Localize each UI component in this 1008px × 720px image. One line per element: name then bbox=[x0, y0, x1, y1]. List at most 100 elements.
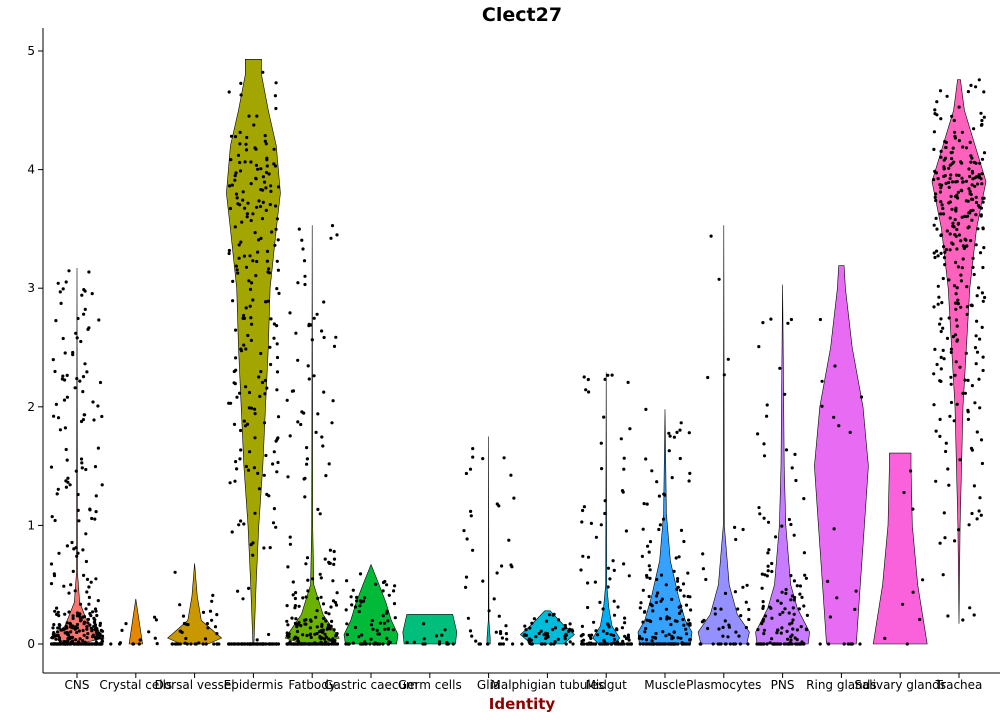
data-point bbox=[236, 589, 240, 593]
data-point bbox=[247, 390, 252, 395]
data-point bbox=[213, 625, 218, 629]
data-point bbox=[974, 362, 978, 366]
data-point bbox=[682, 539, 686, 544]
data-point bbox=[58, 290, 62, 294]
data-point bbox=[324, 619, 328, 623]
data-point bbox=[74, 546, 78, 550]
data-point bbox=[360, 633, 364, 637]
data-point bbox=[596, 633, 600, 637]
data-point bbox=[776, 599, 780, 603]
data-point bbox=[91, 400, 95, 404]
data-point bbox=[832, 527, 836, 531]
data-point bbox=[955, 301, 959, 305]
data-point bbox=[273, 94, 277, 98]
data-point bbox=[766, 520, 771, 524]
data-point bbox=[96, 404, 100, 408]
data-point bbox=[942, 256, 947, 260]
data-point bbox=[245, 212, 249, 216]
data-point bbox=[965, 312, 969, 316]
data-point bbox=[61, 374, 65, 378]
data-point bbox=[958, 458, 962, 462]
data-point bbox=[275, 470, 279, 474]
data-point bbox=[92, 418, 96, 422]
data-point bbox=[741, 585, 745, 589]
data-point bbox=[308, 633, 312, 637]
data-point bbox=[230, 183, 234, 187]
data-point bbox=[244, 306, 248, 310]
data-point bbox=[412, 640, 416, 644]
data-point bbox=[155, 642, 159, 646]
data-point bbox=[733, 525, 737, 530]
data-point bbox=[971, 197, 975, 201]
data-point bbox=[709, 234, 713, 238]
data-point bbox=[668, 642, 672, 646]
violin-cns bbox=[49, 267, 105, 645]
data-point bbox=[327, 612, 331, 616]
data-point bbox=[645, 642, 650, 646]
data-point bbox=[941, 573, 945, 577]
data-point bbox=[833, 364, 837, 368]
data-point bbox=[487, 609, 491, 613]
data-point bbox=[587, 633, 591, 638]
data-point bbox=[369, 637, 373, 641]
data-point bbox=[245, 135, 249, 140]
data-point bbox=[765, 414, 769, 418]
data-point bbox=[241, 316, 245, 320]
x-tick-label: Plasmocytes bbox=[686, 678, 761, 692]
data-point bbox=[349, 595, 353, 599]
data-point bbox=[256, 471, 260, 475]
data-point bbox=[507, 538, 511, 542]
data-point bbox=[257, 238, 261, 242]
data-point bbox=[247, 586, 251, 591]
data-point bbox=[790, 621, 794, 625]
data-point bbox=[621, 490, 625, 494]
data-point bbox=[939, 117, 943, 121]
data-point bbox=[957, 528, 961, 532]
data-point bbox=[959, 239, 963, 243]
data-point bbox=[314, 615, 318, 619]
data-point bbox=[253, 511, 257, 515]
data-point bbox=[932, 147, 936, 151]
data-point bbox=[374, 582, 378, 586]
data-point bbox=[952, 160, 956, 164]
data-point bbox=[939, 155, 943, 159]
data-point bbox=[96, 599, 100, 603]
data-point bbox=[422, 637, 426, 641]
data-point bbox=[664, 583, 668, 587]
data-point bbox=[539, 629, 543, 633]
data-point bbox=[651, 635, 655, 639]
data-point bbox=[345, 579, 349, 583]
data-point bbox=[727, 625, 732, 629]
data-point bbox=[293, 596, 297, 601]
data-point bbox=[316, 596, 320, 601]
data-point bbox=[244, 148, 249, 152]
data-point bbox=[89, 626, 93, 630]
data-point bbox=[238, 160, 242, 165]
data-point bbox=[293, 621, 297, 625]
data-point bbox=[911, 590, 915, 594]
data-point bbox=[981, 355, 985, 359]
data-point bbox=[233, 642, 237, 646]
data-point bbox=[75, 630, 79, 635]
data-point bbox=[93, 465, 98, 469]
data-point bbox=[802, 604, 806, 608]
data-point bbox=[955, 247, 959, 251]
data-point bbox=[682, 594, 686, 598]
data-point bbox=[641, 620, 645, 624]
data-point bbox=[785, 629, 789, 634]
data-point bbox=[252, 466, 256, 470]
data-point bbox=[51, 642, 56, 646]
data-point bbox=[434, 634, 439, 638]
data-point bbox=[269, 184, 273, 188]
data-point bbox=[65, 642, 70, 646]
data-point bbox=[721, 625, 725, 630]
data-point bbox=[648, 540, 653, 544]
data-point bbox=[254, 177, 258, 181]
data-point bbox=[948, 248, 952, 252]
data-point bbox=[795, 584, 799, 588]
data-point bbox=[233, 135, 238, 139]
data-point bbox=[257, 642, 262, 646]
data-point bbox=[331, 399, 335, 403]
data-point bbox=[968, 189, 972, 194]
data-point bbox=[979, 213, 983, 217]
